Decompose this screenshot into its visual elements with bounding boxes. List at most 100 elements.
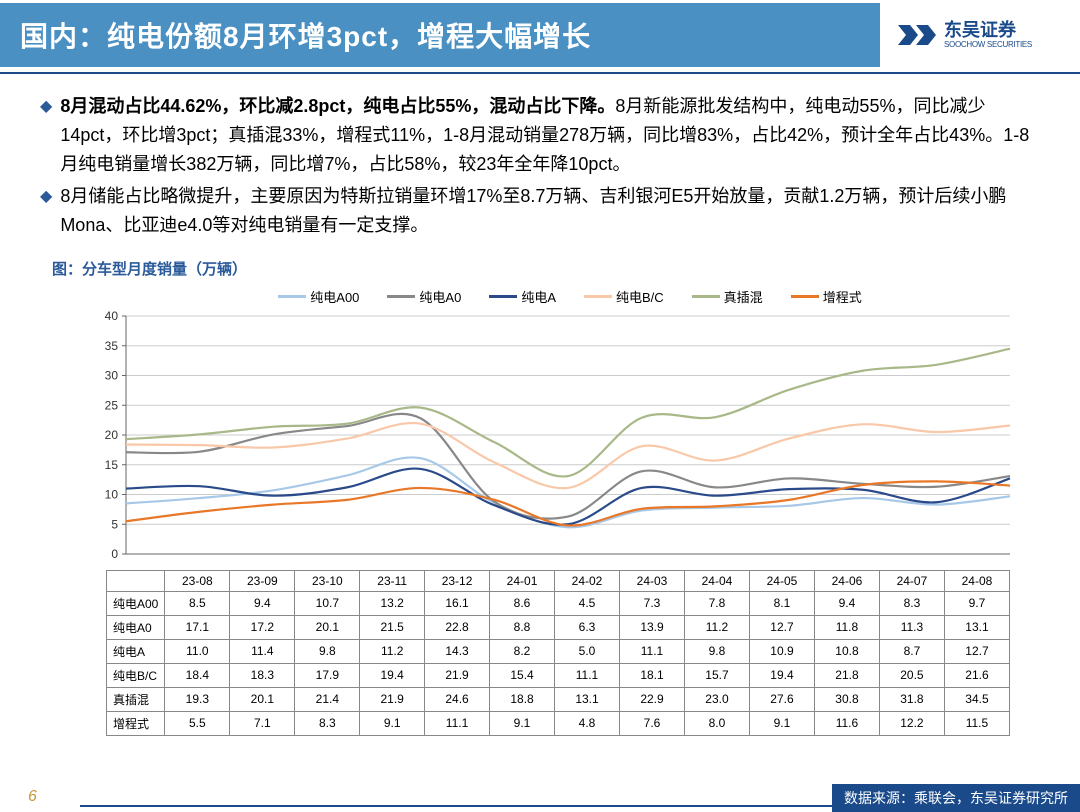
line-chart: 0510152025303540 xyxy=(70,302,1030,572)
table-cell: 11.8 xyxy=(814,615,879,639)
svg-text:25: 25 xyxy=(105,398,119,412)
table-cell: 21.8 xyxy=(814,663,879,687)
chart-title: 图：分车型月度销量（万辆） xyxy=(52,258,1040,279)
table-row: 纯电A008.59.410.713.216.18.64.57.37.88.19.… xyxy=(107,591,1010,615)
table-cell: 11.4 xyxy=(230,639,295,663)
table-header-cell: 24-05 xyxy=(749,570,814,591)
table-cell: 24.6 xyxy=(425,687,490,711)
table-header-cell: 24-08 xyxy=(944,570,1009,591)
bullet-paragraph: ◆8月储能占比略微提升，主要原因为特斯拉销量环增17%至8.7万辆、吉利银河E5… xyxy=(40,182,1040,240)
data-table: 23-0823-0923-1023-1123-1224-0124-0224-03… xyxy=(106,570,1010,736)
table-cell: 4.5 xyxy=(555,591,620,615)
table-cell: 8.5 xyxy=(165,591,230,615)
diamond-bullet-icon: ◆ xyxy=(40,94,52,178)
table-cell: 4.8 xyxy=(555,711,620,735)
table-cell: 19.4 xyxy=(360,663,425,687)
table-cell: 12.2 xyxy=(879,711,944,735)
table-row: 真插混19.320.121.421.924.618.813.122.923.02… xyxy=(107,687,1010,711)
paragraph-text: 8月储能占比略微提升，主要原因为特斯拉销量环增17%至8.7万辆、吉利银河E5开… xyxy=(60,182,1040,240)
table-cell: 5.5 xyxy=(165,711,230,735)
table-cell: 9.1 xyxy=(749,711,814,735)
table-cell: 17.1 xyxy=(165,615,230,639)
diamond-bullet-icon: ◆ xyxy=(40,184,52,240)
row-label: 真插混 xyxy=(107,687,165,711)
table-cell: 6.3 xyxy=(555,615,620,639)
table-cell: 11.2 xyxy=(360,639,425,663)
table-cell: 14.3 xyxy=(425,639,490,663)
legend-swatch xyxy=(584,295,612,298)
header: 国内：纯电份额8月环增3pct，增程大幅增长 东吴证券 SOOCHOW SECU… xyxy=(0,0,1080,70)
table-header-cell: 23-12 xyxy=(425,570,490,591)
table-cell: 17.9 xyxy=(295,663,360,687)
table-cell: 11.1 xyxy=(425,711,490,735)
table-cell: 20.1 xyxy=(230,687,295,711)
table-cell: 7.6 xyxy=(620,711,685,735)
table-header-cell: 24-07 xyxy=(879,570,944,591)
table-row: 纯电B/C18.418.317.919.421.915.411.118.115.… xyxy=(107,663,1010,687)
legend-item: 真插混 xyxy=(692,287,763,306)
table-header-cell: 24-02 xyxy=(555,570,620,591)
table-cell: 8.3 xyxy=(879,591,944,615)
legend-item: 纯电A00 xyxy=(278,287,359,306)
svg-text:30: 30 xyxy=(105,368,119,382)
table-cell: 13.9 xyxy=(620,615,685,639)
chart-block: 纯电A00纯电A0纯电A纯电B/C真插混增程式 0510152025303540… xyxy=(70,287,1010,736)
table-cell: 13.1 xyxy=(555,687,620,711)
table-cell: 13.1 xyxy=(944,615,1009,639)
legend-item: 增程式 xyxy=(791,287,862,306)
logo-text-en: SOOCHOW SECURITIES xyxy=(944,41,1032,49)
bullet-paragraph: ◆8月混动占比44.62%，环比减2.8pct，纯电占比55%，混动占比下降。8… xyxy=(40,92,1040,178)
table-cell: 21.4 xyxy=(295,687,360,711)
table-cell: 23.0 xyxy=(684,687,749,711)
table-cell: 8.2 xyxy=(490,639,555,663)
table-cell: 7.1 xyxy=(230,711,295,735)
table-cell: 15.7 xyxy=(684,663,749,687)
logo-icon xyxy=(890,17,938,53)
table-cell: 27.6 xyxy=(749,687,814,711)
table-cell: 17.2 xyxy=(230,615,295,639)
svg-text:0: 0 xyxy=(111,547,118,561)
table-cell: 10.8 xyxy=(814,639,879,663)
legend-label: 纯电A xyxy=(521,287,556,306)
table-cell: 9.4 xyxy=(230,591,295,615)
table-cell: 15.4 xyxy=(490,663,555,687)
table-cell: 11.3 xyxy=(879,615,944,639)
svg-text:15: 15 xyxy=(105,458,119,472)
table-cell: 7.3 xyxy=(620,591,685,615)
table-cell: 31.8 xyxy=(879,687,944,711)
table-cell: 11.1 xyxy=(620,639,685,663)
content-area: ◆8月混动占比44.62%，环比减2.8pct，纯电占比55%，混动占比下降。8… xyxy=(0,74,1080,736)
legend-label: 纯电B/C xyxy=(616,287,664,306)
table-row: 增程式5.57.18.39.111.19.14.87.68.09.111.612… xyxy=(107,711,1010,735)
logo: 东吴证券 SOOCHOW SECURITIES xyxy=(880,17,1080,53)
legend-label: 增程式 xyxy=(823,287,862,306)
legend-label: 纯电A0 xyxy=(419,287,461,306)
page-number: 6 xyxy=(0,788,80,806)
table-cell: 10.7 xyxy=(295,591,360,615)
table-cell: 21.9 xyxy=(360,687,425,711)
table-cell: 8.3 xyxy=(295,711,360,735)
table-cell: 9.4 xyxy=(814,591,879,615)
legend-item: 纯电A0 xyxy=(387,287,461,306)
legend-swatch xyxy=(489,295,517,298)
table-cell: 19.3 xyxy=(165,687,230,711)
table-cell: 30.8 xyxy=(814,687,879,711)
row-label: 纯电A00 xyxy=(107,591,165,615)
table-cell: 7.8 xyxy=(684,591,749,615)
table-header-cell: 24-04 xyxy=(684,570,749,591)
table-cell: 19.4 xyxy=(749,663,814,687)
table-cell: 8.8 xyxy=(490,615,555,639)
table-cell: 13.2 xyxy=(360,591,425,615)
table-cell: 20.5 xyxy=(879,663,944,687)
table-cell: 10.9 xyxy=(749,639,814,663)
table-cell: 18.3 xyxy=(230,663,295,687)
svg-text:10: 10 xyxy=(105,487,119,501)
legend-swatch xyxy=(791,295,819,298)
table-cell: 12.7 xyxy=(749,615,814,639)
row-label: 纯电A0 xyxy=(107,615,165,639)
legend-swatch xyxy=(278,295,306,298)
table-header-cell: 23-11 xyxy=(360,570,425,591)
table-cell: 18.1 xyxy=(620,663,685,687)
table-header-cell: 24-03 xyxy=(620,570,685,591)
row-label: 纯电B/C xyxy=(107,663,165,687)
